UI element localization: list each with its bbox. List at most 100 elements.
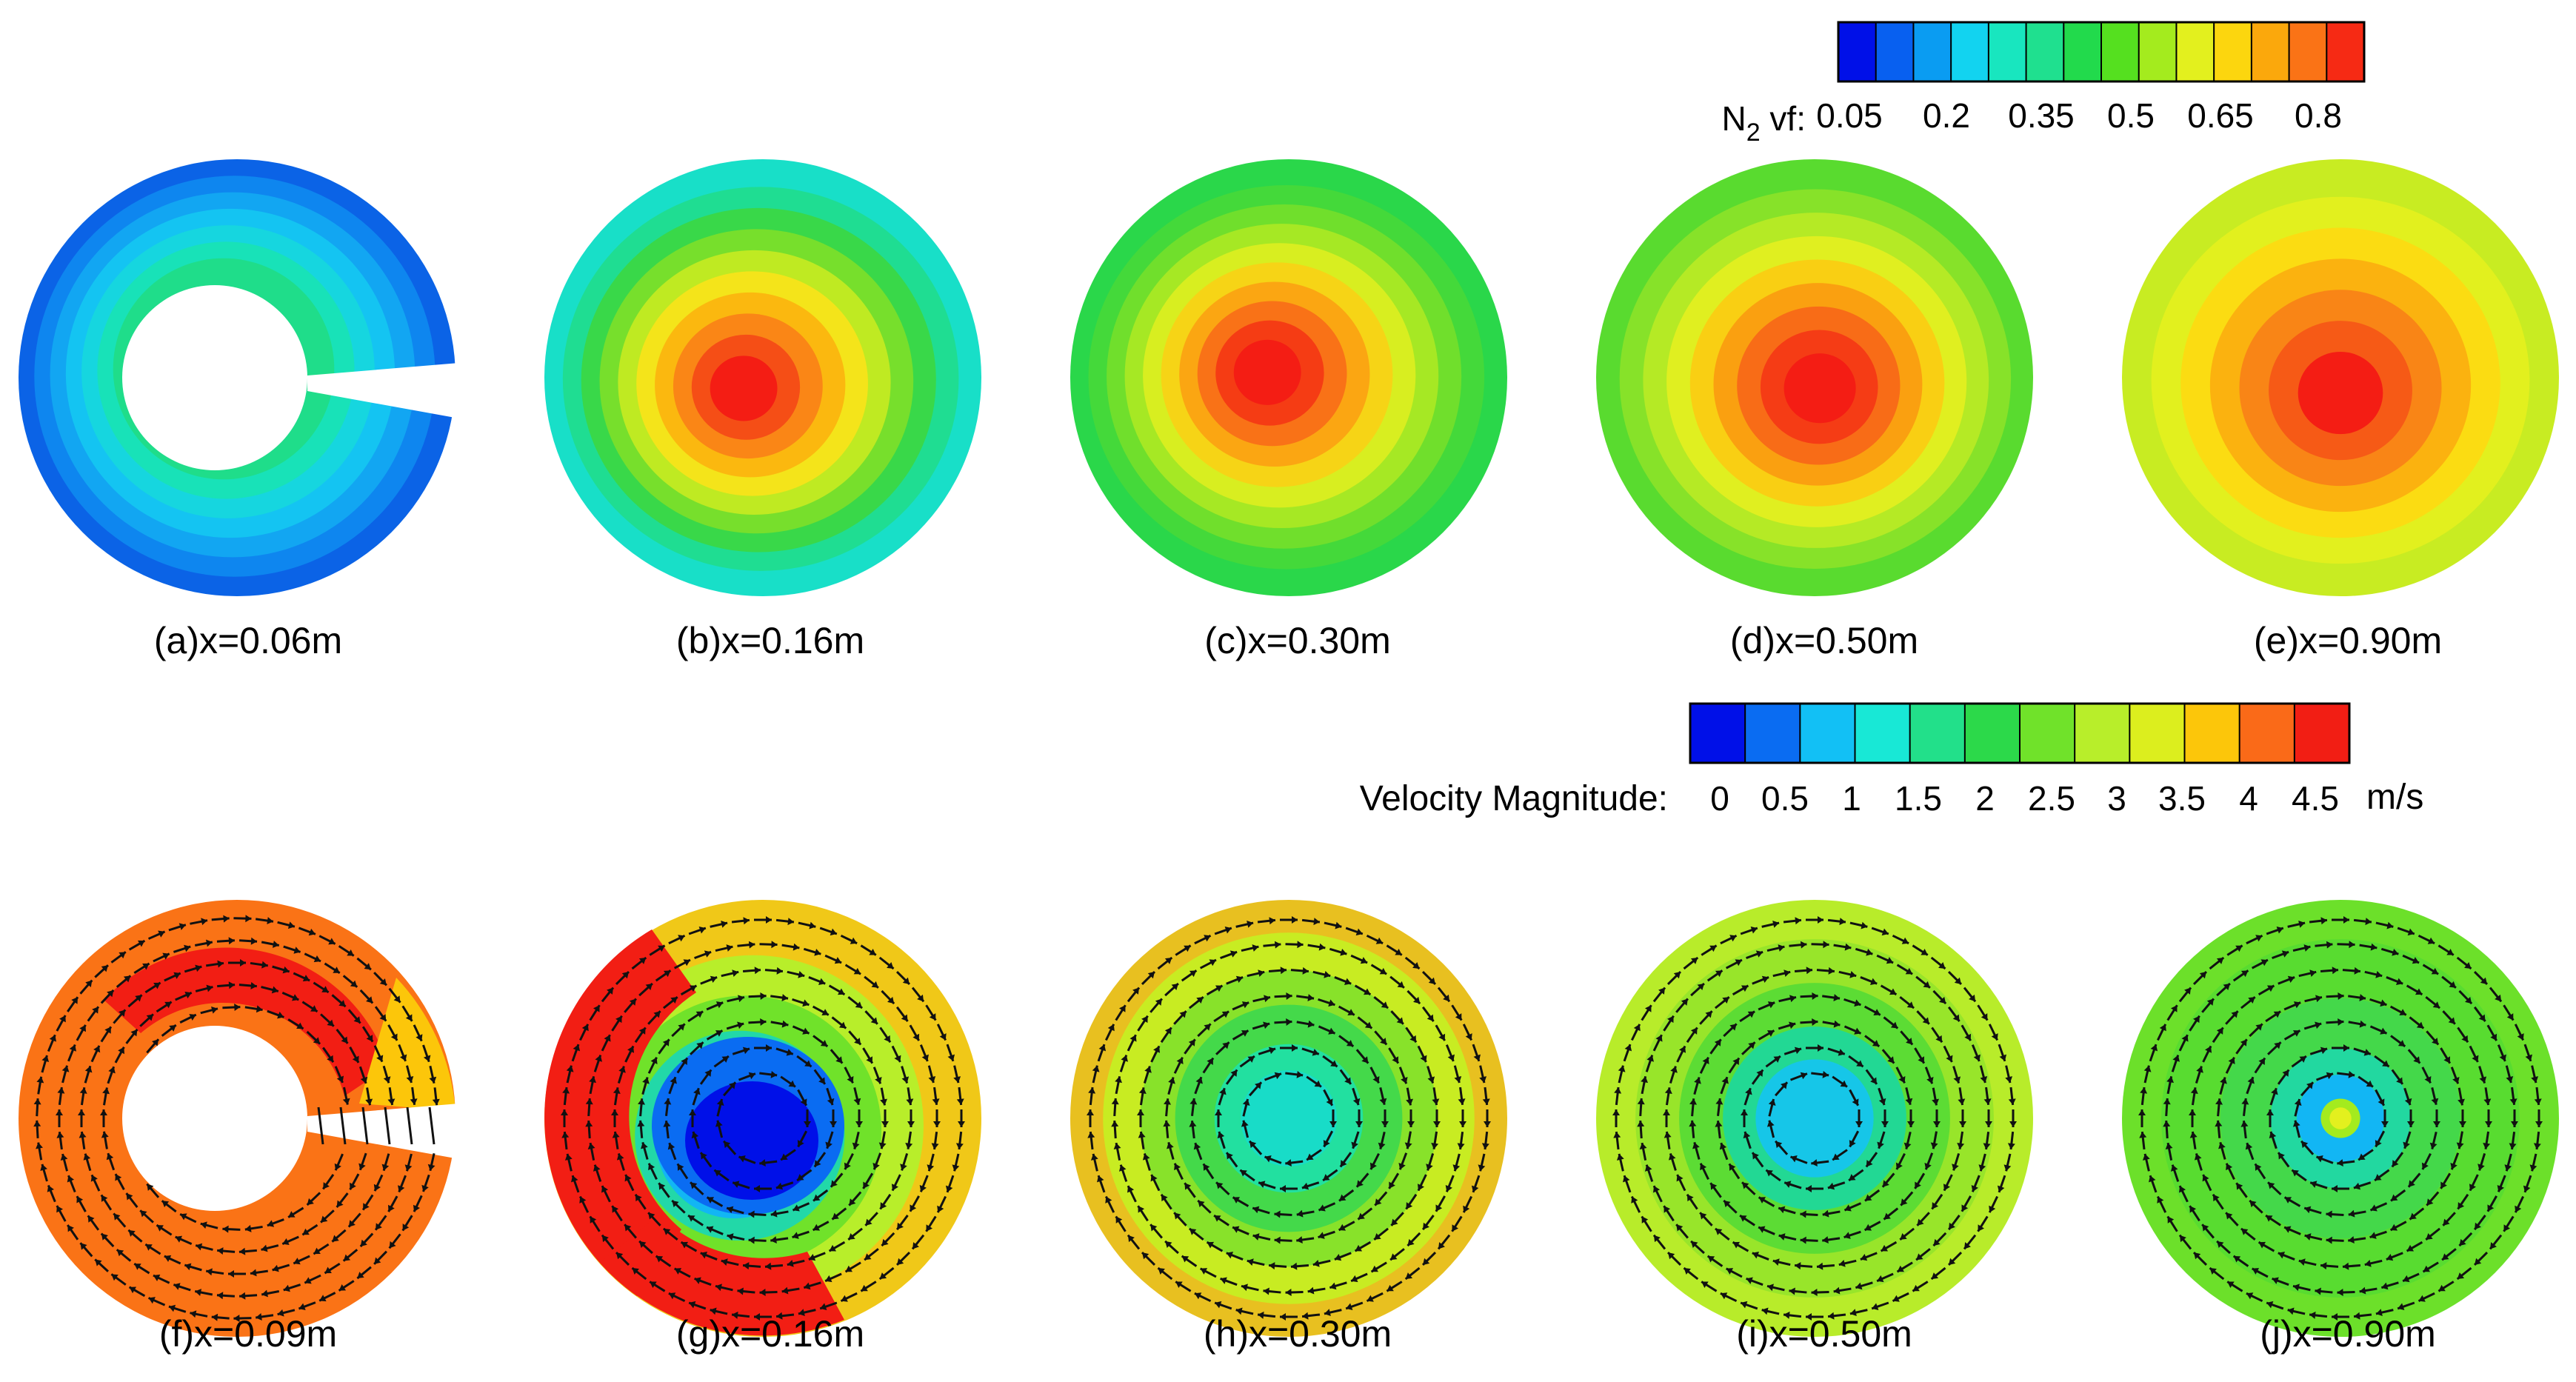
panel-j-velocity-vectors [2122, 900, 2559, 1337]
high-velocity-region [544, 929, 696, 1296]
velocity-vector-head [323, 1182, 330, 1189]
velocity-colorbar-tick-labels: 0 0.5 1 1.5 2 2.5 3 3.5 4 4.5 [1710, 779, 2339, 818]
velocity-vector-head [2172, 1055, 2180, 1062]
velocity-vector-head [1107, 1024, 1115, 1032]
velocity-vector-head [1939, 996, 1946, 1004]
velocity-vector-head [336, 1075, 344, 1083]
velocity-vector-head [1686, 1194, 1694, 1202]
velocity-vector-head [850, 937, 858, 944]
velocity-vector-head [797, 1140, 804, 1147]
velocity-vector-head [1664, 1087, 1672, 1094]
velocity-vector-head [36, 1142, 43, 1149]
velocity-vector-head [2479, 1076, 2487, 1084]
velocity-vector-head [907, 1121, 915, 1127]
velocity-vector-head [1431, 1143, 1439, 1149]
inlet-slot [307, 363, 459, 418]
velocity-vector-head [1189, 1228, 1197, 1235]
n2-colorbar-swatch [1838, 21, 1878, 82]
velocity-vector-head [390, 1033, 398, 1041]
velocity-vector-head [694, 1277, 701, 1284]
velocity-vector-head [664, 1098, 672, 1105]
velocity-vector-head [328, 938, 336, 945]
caption-c: (c)x=0.30m [1204, 620, 1390, 661]
velocity-vector-head [2241, 1098, 2249, 1105]
velocity-vector-head [1445, 1185, 1452, 1192]
velocity-vector-head [153, 982, 161, 989]
velocity-vector-head [1226, 1252, 1234, 1259]
velocity-vector-head [830, 1180, 838, 1187]
velocity-vector-head [360, 1076, 368, 1084]
velocity-vector-head [683, 959, 690, 967]
velocity-vector-head [1614, 1087, 1622, 1094]
velocity-vector-head [716, 1098, 724, 1106]
contour-band [710, 355, 778, 421]
velocity-vector-head [945, 1185, 953, 1192]
velocity-vector-head [781, 1286, 789, 1295]
velocity-vector-head [1981, 1013, 1988, 1021]
velocity-vector-head [2196, 1066, 2203, 1073]
velocity-vector-head [715, 1030, 723, 1037]
velocity-vector-head [156, 1225, 164, 1232]
velocity-vector-head [2490, 1242, 2497, 1249]
velocity-vector-head [638, 1027, 646, 1035]
velocity-vector-head [313, 955, 321, 963]
velocity-vector-head [1646, 1055, 1654, 1062]
velocity-vector-head [59, 1015, 66, 1023]
velocity-vector-head [2535, 1121, 2543, 1127]
velocity-vector-head [1296, 1209, 1304, 1218]
velocity-vector-head [92, 1007, 99, 1014]
velocity-vector-head [2292, 1120, 2300, 1127]
velocity-colorbar-frame [1689, 702, 2351, 764]
velocity-vector-head [2509, 1098, 2517, 1105]
velocity-vector-head [296, 1022, 304, 1029]
velocity-vector-head [2306, 1082, 2314, 1089]
velocity-vector-head [228, 981, 236, 989]
velocity-vector-head [1747, 1011, 1755, 1018]
velocity-vector-head [2365, 918, 2372, 926]
velocity-vector-head [1702, 1057, 1709, 1064]
velocity-vector-head [1952, 1014, 1960, 1022]
velocity-vector-head [1155, 998, 1162, 1006]
velocity-vector-head [1219, 1088, 1227, 1095]
velocity-vector-head [2432, 1001, 2440, 1009]
velocity-vector-head [1869, 978, 1878, 985]
velocity-vector-head [2143, 1065, 2152, 1072]
velocity-vector-head [2509, 1143, 2517, 1149]
velocity-vector-head [2266, 1215, 2273, 1222]
velocity-vector-head [2179, 1235, 2186, 1243]
velocity-vector-head [137, 940, 145, 947]
velocity-vector-head [2386, 921, 2394, 929]
velocity-vector-head [402, 1224, 410, 1231]
velocity-vector-head [2304, 1233, 2312, 1241]
velocity-vector-head [1217, 1131, 1225, 1139]
velocity-vector-head [1735, 959, 1742, 967]
velocity-vector-head [1481, 1143, 1489, 1149]
velocity-vector-head [57, 1087, 65, 1094]
panel-i-velocity-vectors [1596, 900, 2033, 1337]
velocity-vector-head [2406, 1244, 2415, 1252]
velocity-vector-head [1351, 1275, 1358, 1283]
velocity-vector-head [196, 1243, 203, 1251]
velocity-vector-head [1741, 1301, 1748, 1309]
velocity-vector-head [1150, 1224, 1158, 1232]
velocity-vector-head [2375, 1140, 2382, 1147]
velocity-vector-head [134, 1264, 141, 1270]
velocity-vector-head [2358, 1153, 2366, 1161]
velocity-colorbar-swatch [1854, 703, 1912, 764]
velocity-vector-head [416, 1034, 423, 1041]
velocity-vector-head [1307, 1153, 1314, 1161]
velocity-vector-head [2398, 1040, 2406, 1046]
velocity-vector-head [1881, 1244, 1889, 1252]
velocity-vector-head [689, 1301, 696, 1309]
velocity-vector-head [342, 1098, 350, 1105]
velocity-vector-head [738, 995, 744, 1003]
velocity-vector-head [798, 1309, 805, 1317]
velocity-vector-head [1838, 1260, 1846, 1267]
velocity-vector-head [1969, 994, 1976, 1002]
velocity-vector-head [715, 1120, 723, 1127]
velocity-vector-head [2258, 1058, 2265, 1065]
velocity-vector-head [1906, 1001, 1915, 1009]
velocity-vector-head [1854, 1027, 1861, 1035]
velocity-colorbar-tick: 4 [2239, 779, 2258, 818]
velocity-vector-head [271, 986, 278, 994]
